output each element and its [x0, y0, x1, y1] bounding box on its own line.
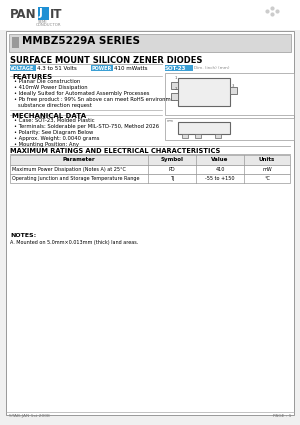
Text: 4.3 to 51 Volts: 4.3 to 51 Volts — [37, 65, 77, 71]
Bar — [171, 93, 178, 100]
Text: TJ: TJ — [170, 176, 174, 181]
Bar — [178, 122, 230, 134]
Text: IT: IT — [50, 8, 62, 21]
Text: J: J — [38, 8, 42, 17]
Text: 410 mWatts: 410 mWatts — [114, 65, 148, 71]
Text: • Polarity: See Diagram Below: • Polarity: See Diagram Below — [14, 130, 93, 135]
Bar — [0, 0, 300, 30]
Text: • Terminals: Solderable per MIL-STD-750, Method 2026: • Terminals: Solderable per MIL-STD-750,… — [14, 124, 159, 129]
Text: • Mounting Position: Any: • Mounting Position: Any — [14, 142, 79, 147]
Text: • Planar Die construction: • Planar Die construction — [14, 79, 80, 84]
Text: • Case: SOT-23, Molded Plastic: • Case: SOT-23, Molded Plastic — [14, 118, 94, 123]
Text: FEATURES: FEATURES — [12, 74, 52, 80]
Bar — [215, 134, 221, 138]
Text: Dim. (inch) (mm): Dim. (inch) (mm) — [194, 65, 230, 70]
Bar — [9, 34, 291, 52]
Text: • Approx. Weight: 0.0040 grams: • Approx. Weight: 0.0040 grams — [14, 136, 100, 141]
Text: STAB-JAN 1st 2008: STAB-JAN 1st 2008 — [9, 414, 50, 418]
Text: 1: 1 — [175, 76, 178, 80]
Text: A. Mounted on 5.0mm×0.013mm (thick) land areas.: A. Mounted on 5.0mm×0.013mm (thick) land… — [10, 240, 138, 245]
Text: mW: mW — [262, 167, 272, 172]
Bar — [165, 65, 193, 71]
Bar — [182, 134, 188, 138]
Text: • Ideally Suited for Automated Assembly Processes: • Ideally Suited for Automated Assembly … — [14, 91, 149, 96]
Bar — [230, 87, 237, 94]
Bar — [165, 73, 294, 115]
Bar — [10, 174, 290, 183]
Text: °C: °C — [264, 176, 270, 181]
Text: PAGE : 1: PAGE : 1 — [273, 414, 291, 418]
Bar — [171, 82, 178, 89]
Text: Maximum Power Dissipation (Notes A) at 25°C: Maximum Power Dissipation (Notes A) at 2… — [12, 167, 126, 172]
Text: 3: 3 — [232, 84, 235, 88]
Text: Units: Units — [259, 156, 275, 162]
Text: 2: 2 — [175, 87, 178, 91]
Bar — [10, 165, 290, 174]
Bar — [195, 134, 201, 138]
Text: MMBZ5229A SERIES: MMBZ5229A SERIES — [22, 36, 140, 46]
Text: mm: mm — [167, 119, 174, 122]
Text: CONDUCTOR: CONDUCTOR — [36, 23, 62, 27]
Text: Operating Junction and Storage Temperature Range: Operating Junction and Storage Temperatu… — [12, 176, 140, 181]
Bar — [12, 37, 19, 48]
Text: MAXIMUM RATINGS AND ELECTRICAL CHARACTERISTICS: MAXIMUM RATINGS AND ELECTRICAL CHARACTER… — [10, 148, 220, 154]
Text: VOLTAGE: VOLTAGE — [10, 65, 34, 71]
Bar — [165, 118, 294, 140]
Text: substance direction request: substance direction request — [18, 103, 92, 108]
Text: MECHANICAL DATA: MECHANICAL DATA — [12, 113, 86, 119]
Text: Symbol: Symbol — [160, 156, 184, 162]
Text: PAN: PAN — [10, 8, 37, 21]
Bar — [10, 65, 36, 71]
Bar — [178, 78, 230, 106]
Text: NOTES:: NOTES: — [10, 233, 36, 238]
Text: • 410mW Power Dissipation: • 410mW Power Dissipation — [14, 85, 88, 90]
Bar — [38, 7, 49, 20]
Text: PD: PD — [169, 167, 175, 172]
Text: -55 to +150: -55 to +150 — [205, 176, 235, 181]
Text: SEMI: SEMI — [38, 20, 47, 24]
Text: Value: Value — [211, 156, 229, 162]
Bar — [91, 65, 113, 71]
Text: SOT-23: SOT-23 — [165, 65, 187, 71]
Text: 410: 410 — [215, 167, 225, 172]
Bar — [10, 155, 290, 165]
Text: SURFACE MOUNT SILICON ZENER DIODES: SURFACE MOUNT SILICON ZENER DIODES — [10, 56, 202, 65]
Text: Parameter: Parameter — [63, 156, 95, 162]
Text: POWER: POWER — [91, 65, 111, 71]
Text: • Pb free product : 99% Sn above can meet RoHS environment: • Pb free product : 99% Sn above can mee… — [14, 97, 179, 102]
